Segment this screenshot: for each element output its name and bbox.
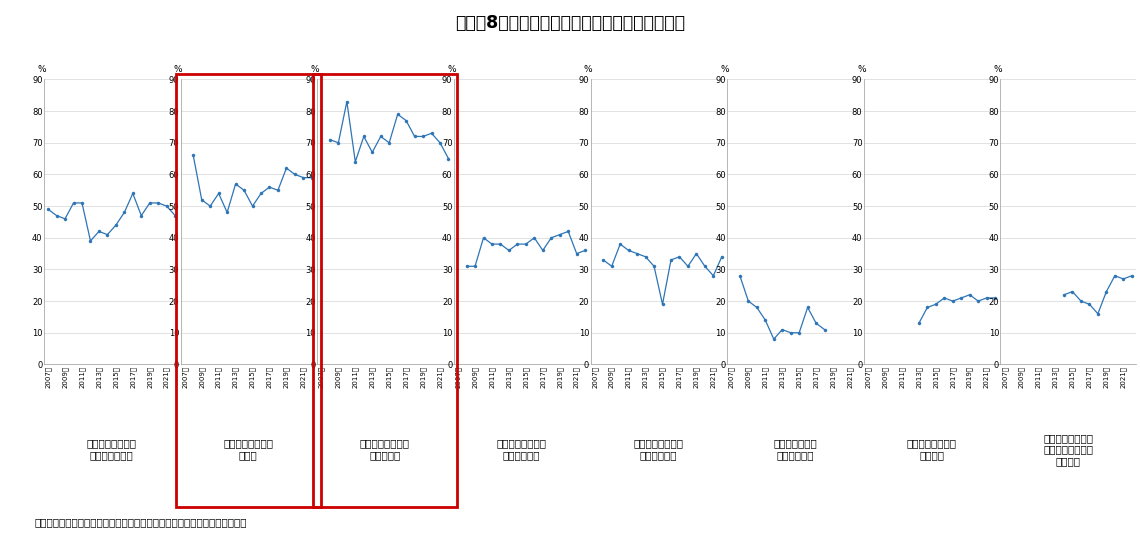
Text: 台所の設備・広さ
が十分だから: 台所の設備・広さ が十分だから bbox=[497, 438, 546, 460]
Text: %: % bbox=[447, 65, 456, 74]
Text: 高齢者等への配
慮がよいから: 高齢者等への配 慮がよいから bbox=[773, 438, 817, 460]
Text: 住宅のデザインが
気に入ったから: 住宅のデザインが 気に入ったから bbox=[87, 438, 137, 460]
Text: 間取り・部屋数が
適当だから: 間取り・部屋数が 適当だから bbox=[360, 438, 410, 460]
Text: 火災・地震・水害
などへの安全性が
高いから: 火災・地震・水害 などへの安全性が 高いから bbox=[1043, 433, 1093, 466]
Text: %: % bbox=[720, 65, 728, 74]
Text: 住宅の広さが十分
だから: 住宅の広さが十分 だから bbox=[223, 438, 274, 460]
Text: 高気密・高断熱住
宅だから: 高気密・高断熱住 宅だから bbox=[906, 438, 956, 460]
Text: %: % bbox=[994, 65, 1002, 74]
Text: %: % bbox=[38, 65, 46, 74]
Text: 図表－8　住宅購入を決めた理由（分譲戸建て）: 図表－8 住宅購入を決めた理由（分譲戸建て） bbox=[455, 14, 685, 32]
Text: %: % bbox=[857, 65, 865, 74]
Text: %: % bbox=[584, 65, 593, 74]
Text: %: % bbox=[173, 65, 182, 74]
Text: 浴室の設備・広さ
が十分だから: 浴室の設備・広さ が十分だから bbox=[634, 438, 683, 460]
Text: %: % bbox=[310, 65, 319, 74]
Text: （出所）国土交通省「住宅市場動向調査」をもとにニッセイ基礎研究所作成: （出所）国土交通省「住宅市場動向調査」をもとにニッセイ基礎研究所作成 bbox=[34, 517, 246, 527]
